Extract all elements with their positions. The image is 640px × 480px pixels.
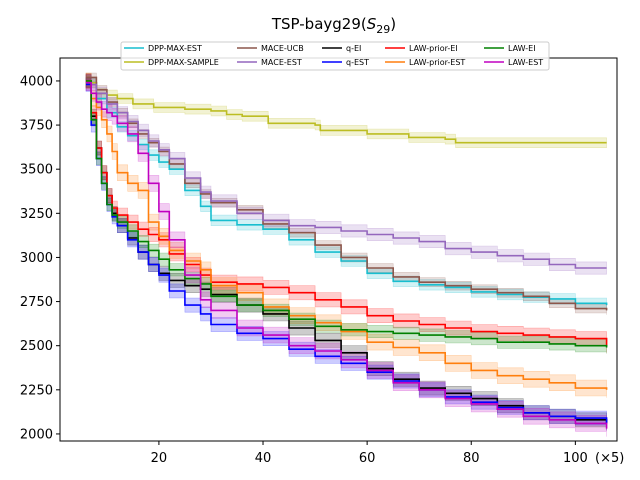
y-tick-label: 2250 xyxy=(20,383,53,398)
band-dpp-max-sample xyxy=(85,77,607,148)
legend-box xyxy=(120,41,550,71)
x-tick-label: 60 xyxy=(359,451,376,466)
x-axis: 20 40 60 80 100 xyxy=(151,441,588,466)
confidence-bands xyxy=(85,72,607,437)
x-tick-label: 20 xyxy=(151,451,168,466)
series-line-law-est xyxy=(86,81,608,429)
legend-label-mace-est: MACE-EST xyxy=(261,58,302,67)
series-line-mace-est xyxy=(86,83,607,269)
legend-label-dpp-max-est: DPP-MAX-EST xyxy=(148,44,202,53)
series-line-dpp-max-sample xyxy=(86,81,607,144)
x-tick-label: 100 xyxy=(563,451,588,466)
chart-title-sub: 29 xyxy=(376,23,390,36)
chart-title: TSP-bayg29(S29) xyxy=(271,15,396,36)
legend-label-law-prior-ei: LAW-prior-EI xyxy=(409,44,458,53)
legend-label-q-ei: q-EI xyxy=(346,44,361,53)
chart-title-main: TSP-bayg29( xyxy=(271,15,367,33)
y-tick-label: 2000 xyxy=(20,427,53,442)
band-law-ei xyxy=(85,74,607,354)
y-tick-label: 2500 xyxy=(20,339,53,354)
y-tick-label: 3000 xyxy=(20,251,53,266)
x-axis-multiplier: (×5) xyxy=(595,451,624,466)
chart-title-var: S xyxy=(367,15,377,33)
x-tick-label: 80 xyxy=(463,451,480,466)
series-line-law-prior-est xyxy=(86,80,608,390)
legend-label-law-est: LAW-EST xyxy=(508,58,543,67)
x-tick-label: 40 xyxy=(255,451,272,466)
series-line-law-ei xyxy=(86,80,608,348)
legend: DPP-MAX-EST DPP-MAX-SAMPLE MACE-UCB MACE-ES… xyxy=(120,41,550,71)
series-line-mace-ucb xyxy=(86,76,608,311)
legend-label-mace-ucb: MACE-UCB xyxy=(261,44,304,53)
y-tick-label: 4000 xyxy=(20,74,53,89)
y-axis: 2000 2250 2500 2750 3000 3250 3500 3750 4000 xyxy=(20,74,60,442)
legend-label-dpp-max-sample: DPP-MAX-SAMPLE xyxy=(148,58,219,67)
legend-label-law-prior-est: LAW-prior-EST xyxy=(409,58,465,67)
legend-label-q-est: q-EST xyxy=(346,58,369,67)
y-tick-label: 2750 xyxy=(20,295,53,310)
y-tick-label: 3500 xyxy=(20,163,53,178)
y-tick-label: 3250 xyxy=(20,207,53,222)
chart-title-close: ) xyxy=(390,15,396,33)
series-lines xyxy=(86,76,608,429)
legend-label-law-ei: LAW-EI xyxy=(508,44,536,53)
y-tick-label: 3750 xyxy=(20,119,53,134)
